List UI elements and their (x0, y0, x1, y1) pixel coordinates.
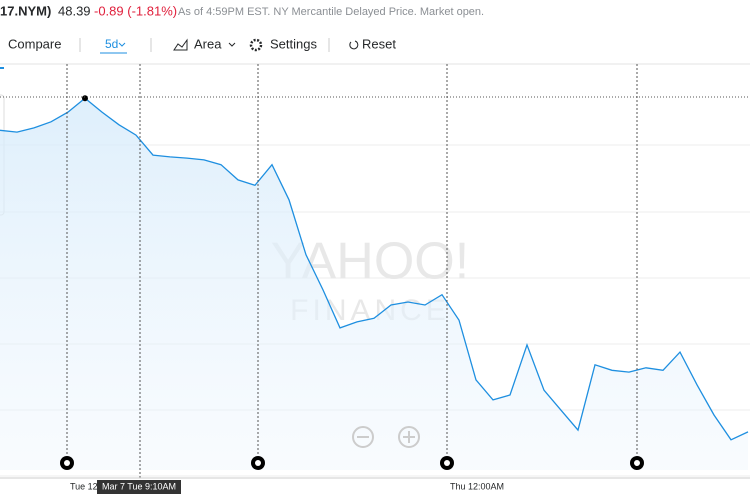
tooltip-box (97, 480, 181, 494)
range-button[interactable]: 5d (105, 37, 118, 51)
event-icon-centers (64, 460, 640, 466)
dropdown-caret (228, 42, 236, 47)
price-note: As of 4:59PM EST. NY Mercantile Delayed … (178, 6, 484, 18)
reset-icon (349, 40, 359, 50)
x-label: Thu 12:00AM (450, 481, 504, 491)
change: -0.89 (-1.81%) (94, 3, 177, 18)
area-icon (173, 38, 188, 51)
settings-icon (249, 38, 263, 52)
hover-point (82, 95, 88, 102)
zoom-in-icon (403, 431, 415, 443)
price: 48.39 (58, 3, 91, 18)
area-fill (0, 98, 748, 470)
tooltip: Mar 7 Tue 9:10AM (102, 481, 176, 491)
dropdown-caret (118, 42, 126, 47)
zoom-in[interactable] (398, 426, 420, 448)
plot (0, 95, 749, 470)
toolbar (0, 28, 750, 62)
chart-type-button[interactable]: Area (194, 36, 222, 51)
symbol: 17.NYM) (0, 3, 51, 18)
price-line (0, 97, 749, 441)
event-lines (66, 64, 638, 478)
zoom-out[interactable] (352, 426, 374, 448)
reset-button[interactable]: Reset (362, 36, 396, 51)
settings-button[interactable]: Settings (270, 36, 317, 51)
compare-button[interactable]: Compare (8, 36, 61, 51)
x-label: Tue 12: (70, 481, 100, 491)
